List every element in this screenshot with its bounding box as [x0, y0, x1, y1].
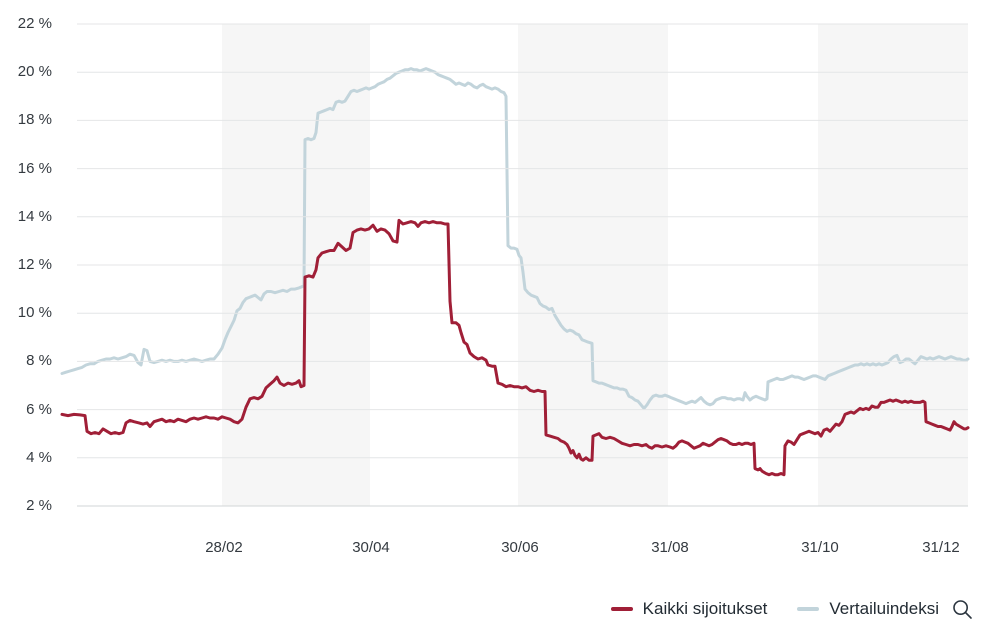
y-axis-label: 22 % — [17, 15, 52, 32]
x-axis-label: 31/08 — [651, 539, 689, 556]
y-axis-label: 10 % — [17, 304, 52, 322]
legend-swatch-vertailuindeksi — [797, 607, 820, 611]
y-axis-label: 20 % — [17, 63, 52, 81]
legend: Kaikki sijoitukset Vertailuindeksi — [610, 596, 973, 622]
legend-item-vertailuindeksi[interactable]: Vertailuindeksi — [797, 599, 973, 620]
y-axis-label: 16 % — [17, 159, 52, 177]
x-axis-label: 31/10 — [801, 539, 839, 556]
x-axis-label: 30/04 — [352, 539, 390, 556]
x-axis-label: 31/12 — [922, 539, 960, 556]
y-axis-label: 8 % — [26, 352, 52, 370]
y-axis-label: 12 % — [17, 256, 52, 273]
x-axis-label: 28/02 — [205, 539, 243, 556]
y-axis-label: 6 % — [26, 400, 52, 418]
series-line-vertailuindeksi — [60, 67, 970, 410]
legend-swatch-kaikki-sijoitukset — [610, 607, 633, 611]
legend-item-kaikki-sijoitukset[interactable]: Kaikki sijoitukset — [610, 599, 768, 619]
series-line-kaikki-sijoitukset — [60, 218, 970, 477]
y-axis-label: 2 % — [26, 497, 52, 514]
y-axis-label: 14 % — [17, 207, 52, 225]
legend-item-label: Kaikki sijoitukset — [642, 599, 768, 618]
plot-area[interactable] — [60, 23, 970, 507]
y-axis-label: 18 % — [17, 111, 52, 129]
x-axis-label: 30/06 — [501, 539, 539, 556]
y-axis-label: 4 % — [26, 448, 52, 466]
legend-item-label: Vertailuindeksi — [829, 599, 939, 618]
magnifier-icon[interactable] — [952, 599, 973, 620]
